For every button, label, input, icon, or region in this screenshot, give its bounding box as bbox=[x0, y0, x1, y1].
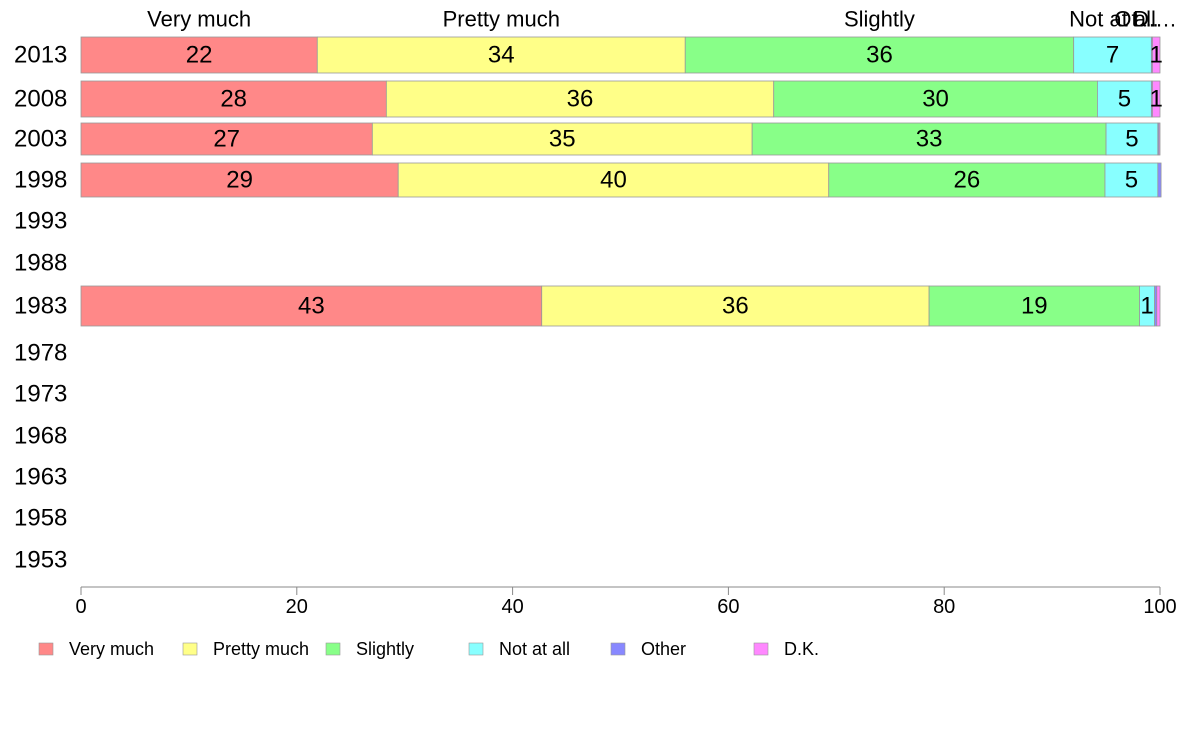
bar-value-label-2013-3: 7 bbox=[1106, 42, 1119, 69]
legend-swatch-very-much bbox=[38, 642, 54, 656]
bar-value-label-2008-3: 5 bbox=[1118, 86, 1131, 113]
bar-value-label-2008-0: 28 bbox=[220, 86, 247, 113]
bar-segment-2008-slightly bbox=[773, 80, 1098, 118]
bar-value-label-2003-2: 33 bbox=[916, 126, 943, 153]
bar-segment-1983-d-k- bbox=[1156, 285, 1161, 327]
bar-value-label-2013-0: 22 bbox=[186, 42, 213, 69]
legend-label-d-k-: D.K. bbox=[784, 639, 819, 659]
bar-value-label-1998-3: 5 bbox=[1125, 167, 1138, 194]
legend-label-other: Other bbox=[641, 639, 686, 659]
legend-swatch-not-at-all bbox=[468, 642, 484, 656]
bar-value-label-2008-2: 30 bbox=[922, 86, 949, 113]
top-category-label-3: Not at all bbox=[1069, 7, 1156, 32]
y-tick-label-1953: 1953 bbox=[14, 547, 67, 574]
bar-value-label-1983-2: 19 bbox=[1021, 293, 1048, 320]
bar-value-label-1983-0: 43 bbox=[298, 293, 325, 320]
bar-segment-2003-d-k- bbox=[1158, 122, 1161, 156]
bar-value-label-1998-2: 26 bbox=[954, 167, 981, 194]
top-category-label-4: Ot… bbox=[1114, 7, 1159, 32]
y-tick-label-1963: 1963 bbox=[14, 464, 67, 491]
top-category-label-5: D.… bbox=[1133, 7, 1177, 32]
bar-segment-2003-pretty-much bbox=[371, 122, 753, 156]
y-tick-label-2003: 2003 bbox=[14, 126, 67, 153]
legend-swatch-pretty-much bbox=[182, 642, 198, 656]
legend-swatch-d-k- bbox=[753, 642, 769, 656]
bar-segment-2008-d-k- bbox=[1152, 80, 1161, 118]
x-tick-label-80: 80 bbox=[933, 596, 955, 618]
x-tick-label-0: 0 bbox=[75, 596, 86, 618]
y-tick-label-1988: 1988 bbox=[14, 250, 67, 277]
bar-value-label-2008-1: 36 bbox=[567, 86, 594, 113]
y-tick-label-2008: 2008 bbox=[14, 86, 67, 113]
legend-label-not-at-all: Not at all bbox=[499, 639, 570, 659]
legend-label-slightly: Slightly bbox=[356, 639, 414, 659]
bar-segment-2013-pretty-much bbox=[316, 36, 686, 74]
bar-value-label-1983-1: 36 bbox=[722, 293, 749, 320]
bar-value-label-1998-1: 40 bbox=[600, 167, 627, 194]
bar-segment-2013-very-much bbox=[80, 36, 318, 74]
y-tick-label-2013: 2013 bbox=[14, 42, 67, 69]
bar-value-label-1998-0: 29 bbox=[226, 167, 253, 194]
bar-segment-1998-other bbox=[1157, 162, 1162, 198]
y-tick-label-1998: 1998 bbox=[14, 167, 67, 194]
bar-segment-2013-d-k- bbox=[1152, 36, 1161, 74]
bar-value-label-2008-5: 1 bbox=[1150, 86, 1163, 113]
bar-value-label-1983-3: 1 bbox=[1140, 293, 1153, 320]
bar-segment-2003-not-at-all bbox=[1105, 122, 1159, 156]
legend-label-pretty-much: Pretty much bbox=[213, 639, 309, 659]
x-tick-label-60: 60 bbox=[717, 596, 739, 618]
bar-segment-1983-pretty-much bbox=[541, 285, 930, 327]
y-tick-label-1978: 1978 bbox=[14, 340, 67, 367]
top-category-label-0: Very much bbox=[147, 7, 251, 32]
bar-value-label-2003-1: 35 bbox=[549, 126, 576, 153]
bar-segment-1998-very-much bbox=[80, 162, 399, 198]
bar-segment-2003-slightly bbox=[751, 122, 1107, 156]
legend-label-very-much: Very much bbox=[69, 639, 154, 659]
top-category-label-1: Pretty much bbox=[443, 7, 560, 32]
y-tick-label-1968: 1968 bbox=[14, 423, 67, 450]
bar-value-label-2013-2: 36 bbox=[866, 42, 893, 69]
x-tick-label-100: 100 bbox=[1143, 596, 1176, 618]
y-tick-label-1973: 1973 bbox=[14, 381, 67, 408]
x-tick-label-40: 40 bbox=[501, 596, 523, 618]
bar-segment-2008-not-at-all bbox=[1097, 80, 1152, 118]
bar-value-label-2013-5: 1 bbox=[1150, 42, 1163, 69]
bar-value-label-2013-1: 34 bbox=[488, 42, 515, 69]
legend-swatch-slightly bbox=[325, 642, 341, 656]
legend-swatch-other bbox=[610, 642, 626, 656]
bar-segment-2008-very-much bbox=[80, 80, 387, 118]
bar-segment-1983-very-much bbox=[80, 285, 543, 327]
bar-segment-2013-slightly bbox=[684, 36, 1075, 74]
bar-segment-2008-pretty-much bbox=[385, 80, 775, 118]
bar-segment-1983-slightly bbox=[928, 285, 1140, 327]
y-tick-label-1958: 1958 bbox=[14, 505, 67, 532]
x-tick-label-20: 20 bbox=[286, 596, 308, 618]
y-tick-label-1983: 1983 bbox=[14, 293, 67, 320]
bar-value-label-2003-0: 27 bbox=[213, 126, 240, 153]
bar-value-label-2003-3: 5 bbox=[1125, 126, 1138, 153]
top-category-label-2: Slightly bbox=[844, 7, 915, 32]
y-tick-label-1993: 1993 bbox=[14, 208, 67, 235]
